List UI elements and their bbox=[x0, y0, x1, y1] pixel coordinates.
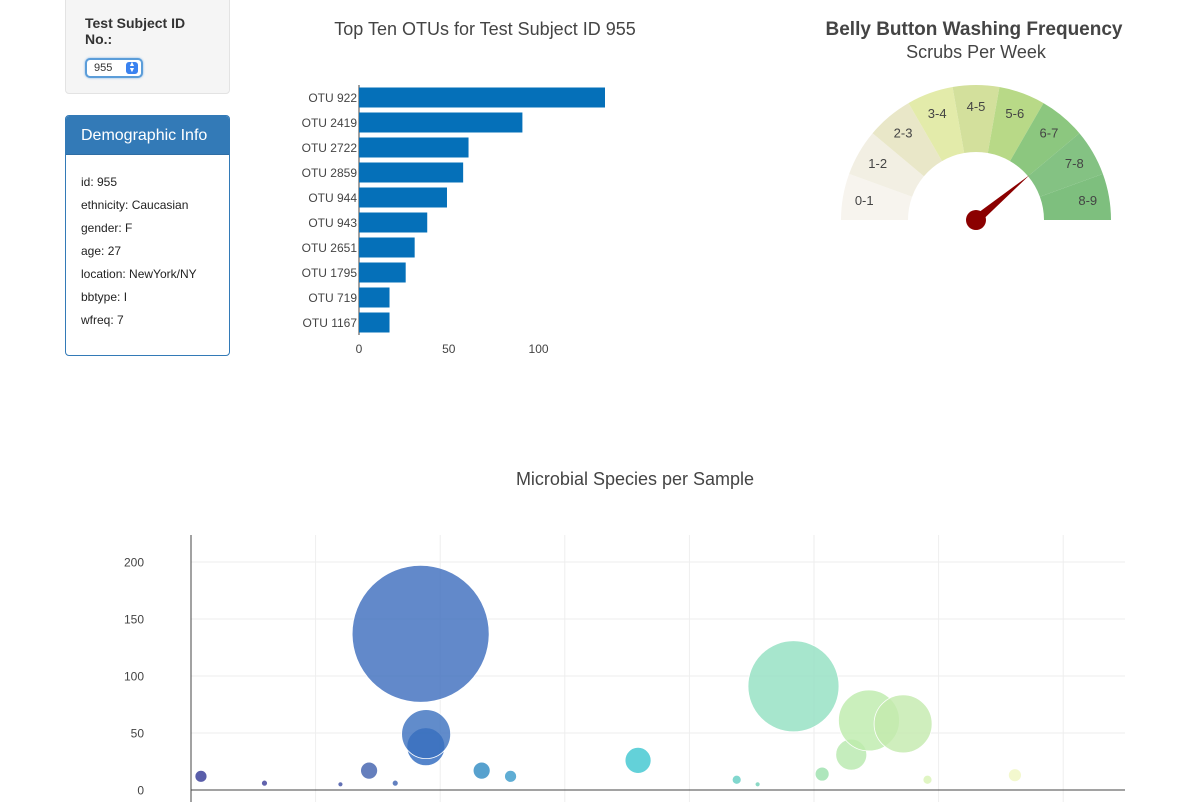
bubble-point[interactable] bbox=[754, 781, 761, 788]
bubble-point[interactable] bbox=[873, 694, 933, 754]
bar-x-tick-label: 100 bbox=[529, 342, 549, 356]
gauge-step-5-6[interactable] bbox=[987, 87, 1044, 162]
bar-chart-title: Top Ten OTUs for Test Subject ID 955 bbox=[334, 19, 635, 39]
subject-id-dropdown[interactable]: 955 ▲ ▼ bbox=[85, 58, 143, 78]
subject-id-selected-value: 955 bbox=[94, 62, 113, 74]
bar-category-label: OTU 1167 bbox=[303, 316, 358, 330]
microbial-species-bubble-chart[interactable]: Microbial Species per Sample 0 50 100 150 20… bbox=[0, 440, 1203, 802]
bar-otu-2722[interactable] bbox=[359, 137, 469, 158]
bubble-point[interactable] bbox=[1008, 768, 1022, 783]
bar-category-label: OTU 922 bbox=[308, 91, 357, 105]
bar-otu-1795[interactable] bbox=[359, 262, 406, 283]
bubble-y-tick-label: 200 bbox=[124, 556, 144, 570]
bar-category-label: OTU 2419 bbox=[302, 116, 358, 130]
gauge-subtitle: Scrubs Per Week bbox=[906, 42, 1047, 62]
bubble-point[interactable] bbox=[261, 779, 268, 787]
bubble-point[interactable] bbox=[504, 769, 517, 783]
bubble-point[interactable] bbox=[624, 746, 652, 774]
demo-row-ethnicity: ethnicity: Caucasian bbox=[81, 198, 189, 212]
gauge-step-1-2[interactable] bbox=[849, 133, 924, 197]
dropdown-arrows-icon: ▲ ▼ bbox=[126, 61, 138, 74]
gauge-step-label: 3-4 bbox=[928, 106, 947, 121]
gauge-step-4-5[interactable] bbox=[952, 84, 1000, 154]
bar-category-label: OTU 2722 bbox=[302, 141, 358, 155]
bar-otu-943[interactable] bbox=[359, 212, 428, 233]
bubble-point[interactable] bbox=[194, 769, 208, 783]
bar-otu-1167[interactable] bbox=[359, 312, 390, 333]
bubble-point[interactable] bbox=[814, 766, 830, 782]
bubble-y-tick-label: 50 bbox=[131, 727, 145, 741]
bubble-y-tick-label: 100 bbox=[124, 670, 144, 684]
bar-otu-2651[interactable] bbox=[359, 237, 415, 258]
bar-category-label: OTU 1795 bbox=[302, 266, 358, 280]
bubble-point[interactable] bbox=[391, 779, 399, 787]
bubble-point[interactable] bbox=[472, 761, 491, 780]
gauge-step-label: 8-9 bbox=[1078, 193, 1097, 208]
bubble-chart-title: Microbial Species per Sample bbox=[516, 469, 754, 489]
gauge-step-label: 2-3 bbox=[894, 126, 913, 141]
gauge-step-label: 5-6 bbox=[1005, 106, 1024, 121]
gauge-step-2-3[interactable] bbox=[872, 103, 942, 177]
bubble-point[interactable] bbox=[922, 774, 933, 785]
gauge-step-6-7[interactable] bbox=[1010, 103, 1080, 177]
bubble-point[interactable] bbox=[731, 774, 742, 785]
gauge-step-3-4[interactable] bbox=[908, 87, 965, 162]
demographic-info-heading: Demographic Info bbox=[66, 116, 229, 155]
bubble-point[interactable] bbox=[360, 761, 378, 780]
gauge-title: Belly Button Washing Frequency bbox=[826, 19, 1123, 40]
bar-otu-2419[interactable] bbox=[359, 112, 523, 133]
demographic-info-body: id: 955 ethnicity: Caucasian gender: F a… bbox=[66, 155, 229, 336]
bubble-point[interactable] bbox=[337, 781, 344, 788]
bar-otu-922[interactable] bbox=[359, 87, 605, 108]
bubble-point[interactable] bbox=[351, 564, 490, 703]
bubble-y-tick-label: 0 bbox=[137, 784, 144, 798]
top-otu-bar-chart[interactable]: Top Ten OTUs for Test Subject ID 955 OTU… bbox=[250, 0, 680, 370]
demo-row-id: id: 955 bbox=[81, 175, 118, 189]
demo-row-gender: gender: F bbox=[81, 221, 133, 235]
bar-category-label: OTU 944 bbox=[308, 191, 357, 205]
bubble-y-tick-label: 150 bbox=[124, 613, 144, 627]
wash-frequency-gauge[interactable]: Belly Button Washing Frequency Scrubs Pe… bbox=[780, 0, 1180, 260]
bar-otu-2859[interactable] bbox=[359, 162, 464, 183]
gauge-step-7-8[interactable] bbox=[1028, 133, 1103, 197]
subject-selector-label: Test Subject ID No.: bbox=[85, 15, 186, 47]
demo-row-location: location: NewYork/NY bbox=[81, 267, 197, 281]
gauge-step-label: 0-1 bbox=[855, 193, 874, 208]
subject-selector-panel: Test Subject ID No.: 955 ▲ ▼ bbox=[65, 0, 230, 94]
gauge-step-label: 4-5 bbox=[967, 99, 986, 114]
bar-category-label: OTU 943 bbox=[308, 216, 357, 230]
bubble-point[interactable] bbox=[747, 640, 840, 733]
gauge-step-label: 1-2 bbox=[868, 156, 887, 171]
bar-x-tick-label: 0 bbox=[356, 342, 363, 356]
gauge-step-label: 7-8 bbox=[1065, 156, 1084, 171]
bar-otu-944[interactable] bbox=[359, 187, 447, 208]
gauge-step-8-9[interactable] bbox=[1039, 173, 1111, 220]
demo-row-bbtype: bbtype: I bbox=[81, 290, 128, 304]
bubble-point[interactable] bbox=[401, 709, 452, 760]
demo-row-age: age: 27 bbox=[81, 244, 122, 258]
gauge-needle-hub bbox=[966, 210, 986, 230]
gauge-step-0-1[interactable] bbox=[841, 173, 913, 220]
bar-category-label: OTU 719 bbox=[308, 291, 357, 305]
gauge-step-label: 6-7 bbox=[1040, 126, 1059, 141]
demographic-info-panel: Demographic Info id: 955 ethnicity: Cauc… bbox=[65, 115, 230, 356]
gauge-needle bbox=[973, 175, 1030, 224]
bar-otu-719[interactable] bbox=[359, 287, 390, 308]
bar-x-tick-label: 50 bbox=[442, 342, 456, 356]
bar-category-label: OTU 2651 bbox=[302, 241, 358, 255]
demo-row-wfreq: wfreq: 7 bbox=[81, 313, 124, 327]
bar-category-label: OTU 2859 bbox=[302, 166, 358, 180]
